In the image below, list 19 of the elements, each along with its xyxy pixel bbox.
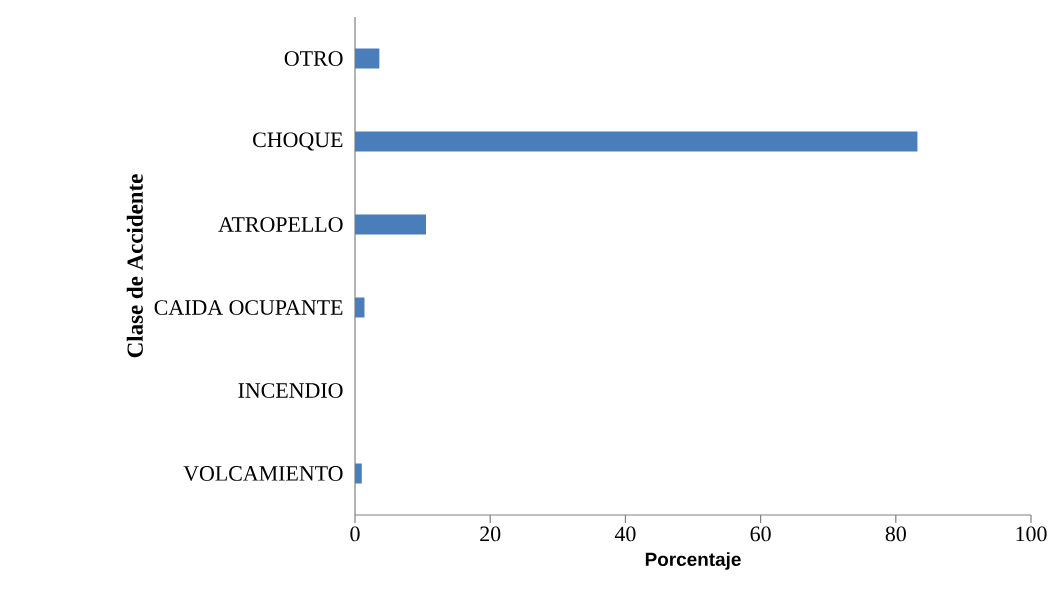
x-tick-label: 100 xyxy=(1016,526,1047,542)
y-tick-label: CAIDA OCUPANTE xyxy=(154,300,343,315)
x-tick-label: 80 xyxy=(885,526,906,542)
bar xyxy=(355,214,426,235)
y-tick-label: INCENDIO xyxy=(238,383,343,398)
y-tick-label: CHOQUE xyxy=(253,132,343,151)
bar xyxy=(355,297,365,318)
y-tick-label: VOLCAMIENTO xyxy=(183,466,343,481)
x-tick-label: 40 xyxy=(614,526,636,542)
x-tick-label: 0 xyxy=(350,526,360,542)
y-axis-title: Clase de Accidente xyxy=(126,174,143,358)
y-tick-label: OTRO xyxy=(284,51,343,66)
bar xyxy=(355,48,380,69)
x-tick-label: 20 xyxy=(480,526,501,542)
bar xyxy=(355,463,362,484)
y-tick-label: ATROPELLO xyxy=(218,217,343,232)
x-axis-title: Porcentaje xyxy=(645,552,741,570)
x-tick-label: 60 xyxy=(750,526,771,542)
bar xyxy=(355,131,918,152)
